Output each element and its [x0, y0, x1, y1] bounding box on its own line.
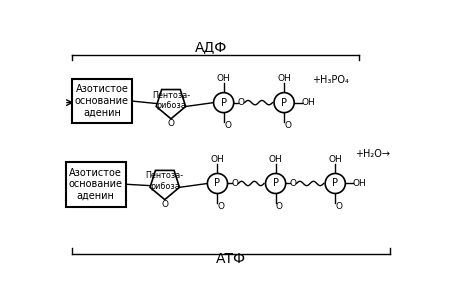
Text: О: О	[161, 200, 168, 209]
Text: ОН: ОН	[301, 98, 315, 107]
Circle shape	[266, 173, 286, 193]
Text: О: О	[276, 202, 283, 211]
Bar	[72, 79, 132, 124]
Circle shape	[214, 93, 234, 113]
Text: ОН: ОН	[217, 74, 230, 83]
Text: О: О	[232, 179, 239, 188]
Text: P: P	[215, 178, 220, 189]
Circle shape	[274, 93, 294, 113]
Text: О: О	[290, 179, 297, 188]
Text: P: P	[332, 178, 338, 189]
Text: Пентоза-
рибоза: Пентоза- рибоза	[146, 171, 184, 191]
Text: Азотистое
основание
аденин: Азотистое основание аденин	[69, 168, 123, 201]
Text: ОН: ОН	[211, 155, 225, 164]
Text: Азотистое
основание
аденин: Азотистое основание аденин	[75, 84, 129, 118]
Text: P: P	[273, 178, 279, 189]
Circle shape	[207, 173, 228, 193]
Text: ОН: ОН	[269, 155, 283, 164]
Text: +H₂O→: +H₂O→	[355, 149, 390, 159]
Text: P: P	[281, 98, 287, 108]
Text: О: О	[218, 202, 225, 211]
Polygon shape	[150, 170, 180, 200]
Text: О: О	[167, 119, 175, 128]
Text: О: О	[224, 121, 231, 130]
Bar	[66, 162, 126, 207]
Text: +H₃PO₄: +H₃PO₄	[312, 75, 349, 85]
Text: О: О	[238, 98, 245, 107]
Text: АДФ: АДФ	[195, 40, 227, 54]
Text: О: О	[336, 202, 342, 211]
Text: P: P	[220, 98, 227, 108]
Circle shape	[325, 173, 345, 193]
Text: ОН: ОН	[328, 155, 342, 164]
Text: О: О	[284, 121, 292, 130]
Polygon shape	[156, 89, 186, 119]
Text: ОН: ОН	[277, 74, 291, 83]
Text: АТФ: АТФ	[216, 252, 246, 266]
Text: ОН: ОН	[352, 179, 366, 188]
Text: Пентоза-
рибоза: Пентоза- рибоза	[152, 91, 190, 110]
